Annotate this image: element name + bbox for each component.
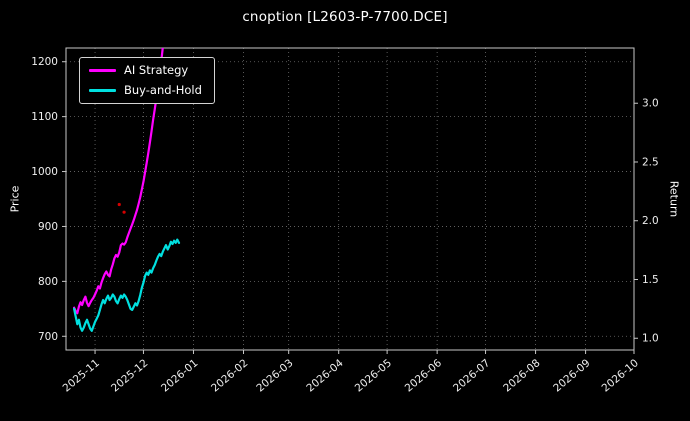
y-tick-label-right: 2.5 bbox=[642, 156, 659, 168]
axis-ticks: 700 800 900 1000 1100 1200 1.0 1.5 2.0 2.5 3.0 2025… bbox=[31, 56, 658, 394]
y-tick-label-right: 1.5 bbox=[642, 274, 659, 286]
series-line-buy-and-hold bbox=[72, 238, 181, 332]
x-tick-label: 2026-09 bbox=[551, 357, 592, 394]
ai-strategy-line-swatch bbox=[89, 69, 116, 73]
series-line-ai-strategy bbox=[72, 48, 164, 315]
x-tick-label: 2026-04 bbox=[304, 357, 346, 395]
legend-label-ai-strategy: AI Strategy bbox=[124, 63, 189, 77]
x-tick-label: 2026-08 bbox=[501, 357, 542, 394]
chart-title: cnoption [L2603-P-7700.DCE] bbox=[242, 9, 448, 25]
legend: AI Strategy Buy-and-Hold bbox=[79, 57, 215, 104]
x-tick-label: 2026-06 bbox=[403, 357, 445, 395]
x-tick-label: 2026-05 bbox=[353, 357, 394, 394]
legend-label-buy-and-hold: Buy-and-Hold bbox=[124, 82, 202, 97]
series-lines bbox=[72, 48, 181, 332]
signal-marker bbox=[122, 210, 126, 214]
y-tick-label-left: 1000 bbox=[31, 166, 58, 178]
legend-item-buy-and-hold: Buy-and-Hold bbox=[89, 82, 202, 97]
buy-and-hold-line-swatch bbox=[89, 88, 116, 92]
x-tick-label: 2026-07 bbox=[451, 357, 492, 394]
plot-border bbox=[65, 47, 635, 351]
y-tick-label-right: 2.0 bbox=[642, 215, 659, 227]
y-tick-label-left: 800 bbox=[38, 276, 58, 288]
x-tick-label: 2026-03 bbox=[254, 357, 295, 394]
y-tick-label-left: 1200 bbox=[31, 56, 58, 68]
y-tick-label-left: 900 bbox=[38, 221, 58, 233]
grid bbox=[66, 48, 635, 350]
y-tick-label-right: 1.0 bbox=[642, 333, 659, 345]
x-tick-label: 2026-10 bbox=[600, 357, 641, 394]
y-tick-label-right: 3.0 bbox=[642, 98, 659, 110]
signal-marker bbox=[117, 202, 121, 207]
y-tick-label-left: 1100 bbox=[31, 111, 58, 123]
y-axis-label-return: Return bbox=[667, 180, 681, 218]
y-tick-label-left: 700 bbox=[38, 331, 58, 343]
x-tick-label: 2025-12 bbox=[109, 357, 150, 394]
x-tick-label: 2025-11 bbox=[61, 357, 102, 394]
legend-item-ai-strategy: AI Strategy bbox=[89, 63, 202, 77]
y-axis-label-price: Price bbox=[8, 185, 22, 213]
x-tick-label: 2026-01 bbox=[159, 357, 200, 394]
x-tick-label: 2026-02 bbox=[209, 357, 250, 394]
